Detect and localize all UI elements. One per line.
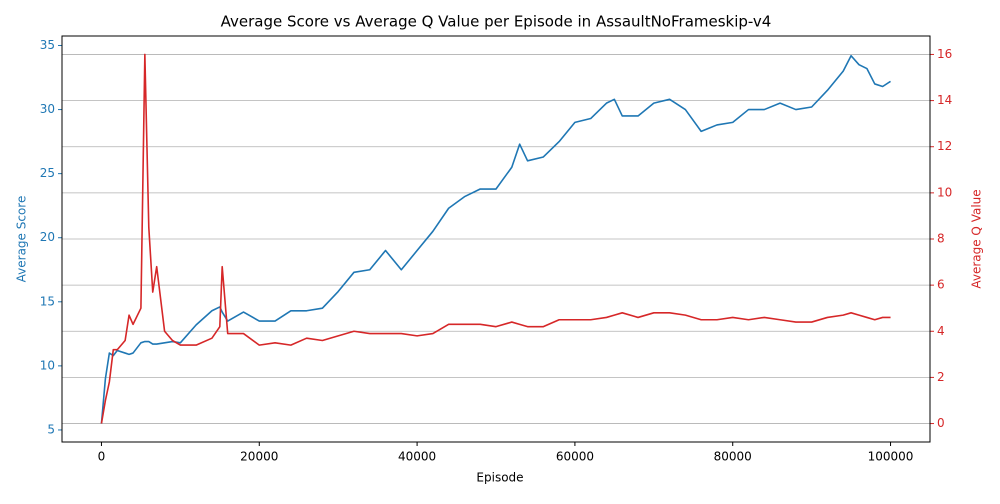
y-tick-label: 35 xyxy=(40,38,55,52)
y2-tick-label: 2 xyxy=(937,370,945,384)
x-axis-label: Episode xyxy=(476,471,523,485)
line-series xyxy=(100,53,891,424)
y2-tick-label: 12 xyxy=(937,139,952,153)
y-tick-label: 10 xyxy=(40,358,55,372)
y2-tick-label: 16 xyxy=(937,47,952,61)
x-tick-label: 80000 xyxy=(714,450,752,464)
y2-tick-label: 6 xyxy=(937,278,945,292)
x-tick-label: 0 xyxy=(98,450,106,464)
y-tick-label: 15 xyxy=(40,294,55,308)
y2-tick-label: 10 xyxy=(937,185,952,199)
y2-tick-label: 0 xyxy=(937,416,945,430)
y-tick-label: 25 xyxy=(40,166,55,180)
y-tick-label: 5 xyxy=(47,422,55,436)
y2-tick-label: 14 xyxy=(937,93,952,107)
chart-title: Average Score vs Average Q Value per Epi… xyxy=(221,13,772,31)
x-tick-label: 20000 xyxy=(240,450,278,464)
x-tick-label: 60000 xyxy=(556,450,594,464)
y-tick-label: 30 xyxy=(40,102,55,116)
y2-axis-label: Average Q Value xyxy=(970,189,984,288)
x-tick-label: 100000 xyxy=(868,450,914,464)
line-series xyxy=(100,54,891,424)
y2-tick-label: 4 xyxy=(937,324,945,338)
y-tick-label: 20 xyxy=(40,230,55,244)
plot-frame xyxy=(61,35,931,443)
y-axis-label: Average Score xyxy=(15,196,29,283)
y2-tick-label: 8 xyxy=(937,232,945,246)
x-tick-label: 40000 xyxy=(398,450,436,464)
